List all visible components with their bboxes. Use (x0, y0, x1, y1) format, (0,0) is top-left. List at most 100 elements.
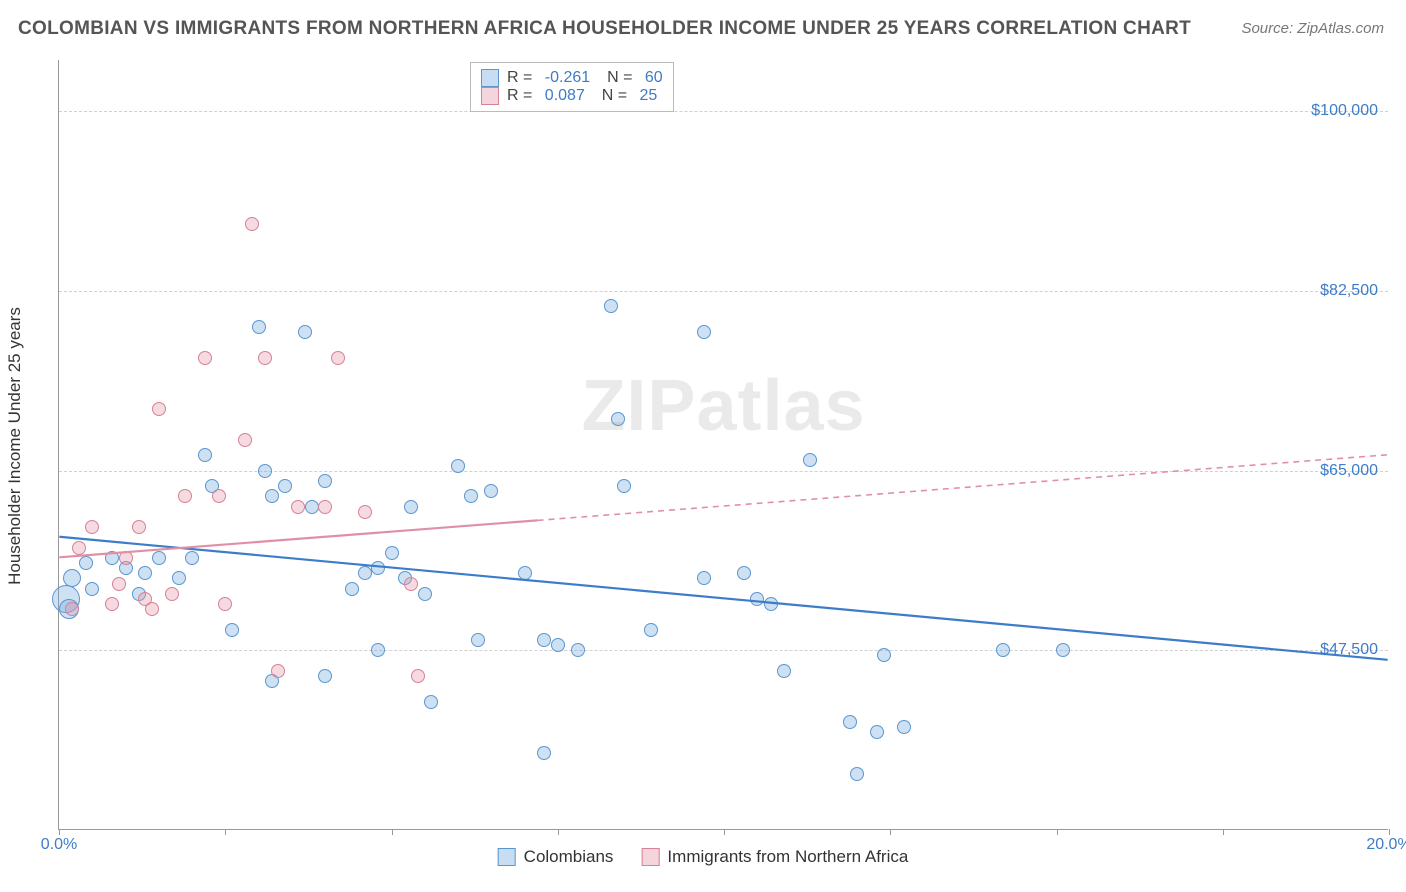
data-point-blue (571, 643, 585, 657)
gridline-h (59, 650, 1388, 651)
data-point-pink (178, 489, 192, 503)
data-point-pink (112, 577, 126, 591)
data-point-blue (85, 582, 99, 596)
xtick-mark (558, 829, 559, 835)
plot-area: ZIPatlas $47,500$65,000$82,500$100,0000.… (58, 60, 1388, 830)
data-point-blue (777, 664, 791, 678)
stat-r-value-blue: -0.261 (545, 69, 590, 87)
data-point-blue (611, 412, 625, 426)
data-point-blue (464, 489, 478, 503)
data-point-blue (604, 299, 618, 313)
trend-lines-layer (59, 60, 1388, 829)
data-point-pink (72, 541, 86, 555)
ytick-label: $65,000 (1320, 462, 1378, 480)
data-point-pink (245, 217, 259, 231)
data-point-blue (371, 643, 385, 657)
data-point-pink (238, 433, 252, 447)
correlation-stats-box: R = -0.261 N = 60 R = 0.087 N = 25 (470, 62, 674, 112)
source-attribution: Source: ZipAtlas.com (1241, 20, 1384, 37)
watermark: ZIPatlas (581, 365, 865, 447)
data-point-blue (318, 474, 332, 488)
stat-n-value-blue: 60 (645, 69, 663, 87)
data-point-blue (385, 546, 399, 560)
data-point-blue (404, 500, 418, 514)
data-point-blue (697, 571, 711, 585)
data-point-blue (451, 459, 465, 473)
stat-r-value-pink: 0.087 (545, 87, 585, 105)
data-point-pink (145, 602, 159, 616)
data-point-blue (79, 556, 93, 570)
data-point-pink (119, 551, 133, 565)
data-point-pink (105, 597, 119, 611)
data-point-pink (212, 489, 226, 503)
stat-r-label: R = (507, 69, 537, 87)
data-point-blue (152, 551, 166, 565)
data-point-blue (225, 623, 239, 637)
data-point-blue (172, 571, 186, 585)
xtick-mark (1057, 829, 1058, 835)
data-point-blue (298, 325, 312, 339)
data-point-blue (198, 448, 212, 462)
data-point-blue (996, 643, 1010, 657)
data-point-pink (65, 602, 79, 616)
stats-row-blue: R = -0.261 N = 60 (481, 69, 663, 87)
data-point-blue (318, 669, 332, 683)
y-axis-label: Householder Income Under 25 years (5, 307, 25, 585)
data-point-blue (897, 720, 911, 734)
xtick-mark (890, 829, 891, 835)
data-point-blue (870, 725, 884, 739)
xtick-mark (225, 829, 226, 835)
xtick-mark (724, 829, 725, 835)
data-point-blue (617, 479, 631, 493)
bottom-legend: Colombians Immigrants from Northern Afri… (498, 847, 909, 867)
data-point-blue (843, 715, 857, 729)
data-point-blue (471, 633, 485, 647)
data-point-blue (850, 767, 864, 781)
gridline-h (59, 291, 1388, 292)
data-point-pink (152, 402, 166, 416)
data-point-blue (644, 623, 658, 637)
data-point-pink (85, 520, 99, 534)
swatch-pink (641, 848, 659, 866)
legend-item-blue: Colombians (498, 847, 614, 867)
stat-r-label: R = (507, 87, 537, 105)
data-point-blue (551, 638, 565, 652)
data-point-blue (697, 325, 711, 339)
data-point-blue (185, 551, 199, 565)
xtick-mark (392, 829, 393, 835)
data-point-blue (258, 464, 272, 478)
xtick-mark (1223, 829, 1224, 835)
data-point-blue (105, 551, 119, 565)
data-point-pink (331, 351, 345, 365)
swatch-pink (481, 87, 499, 105)
data-point-blue (252, 320, 266, 334)
data-point-pink (318, 500, 332, 514)
stat-n-label: N = (593, 87, 632, 105)
data-point-blue (418, 587, 432, 601)
data-point-blue (424, 695, 438, 709)
data-point-pink (404, 577, 418, 591)
data-point-blue (278, 479, 292, 493)
data-point-pink (165, 587, 179, 601)
xtick-mark (1389, 829, 1390, 835)
data-point-pink (132, 520, 146, 534)
ytick-label: $100,000 (1311, 102, 1378, 120)
xtick-label: 0.0% (41, 836, 77, 854)
legend-label-pink: Immigrants from Northern Africa (667, 847, 908, 867)
data-point-pink (358, 505, 372, 519)
data-point-blue (138, 566, 152, 580)
swatch-blue (498, 848, 516, 866)
data-point-pink (411, 669, 425, 683)
xtick-mark (59, 829, 60, 835)
legend-item-pink: Immigrants from Northern Africa (641, 847, 908, 867)
stat-n-label: N = (598, 69, 637, 87)
ytick-label: $82,500 (1320, 282, 1378, 300)
stat-n-value-pink: 25 (640, 87, 658, 105)
data-point-blue (63, 569, 81, 587)
stats-row-pink: R = 0.087 N = 25 (481, 87, 663, 105)
chart-title: COLOMBIAN VS IMMIGRANTS FROM NORTHERN AF… (18, 18, 1191, 40)
data-point-blue (484, 484, 498, 498)
legend-label-blue: Colombians (524, 847, 614, 867)
data-point-pink (271, 664, 285, 678)
gridline-h (59, 111, 1388, 112)
